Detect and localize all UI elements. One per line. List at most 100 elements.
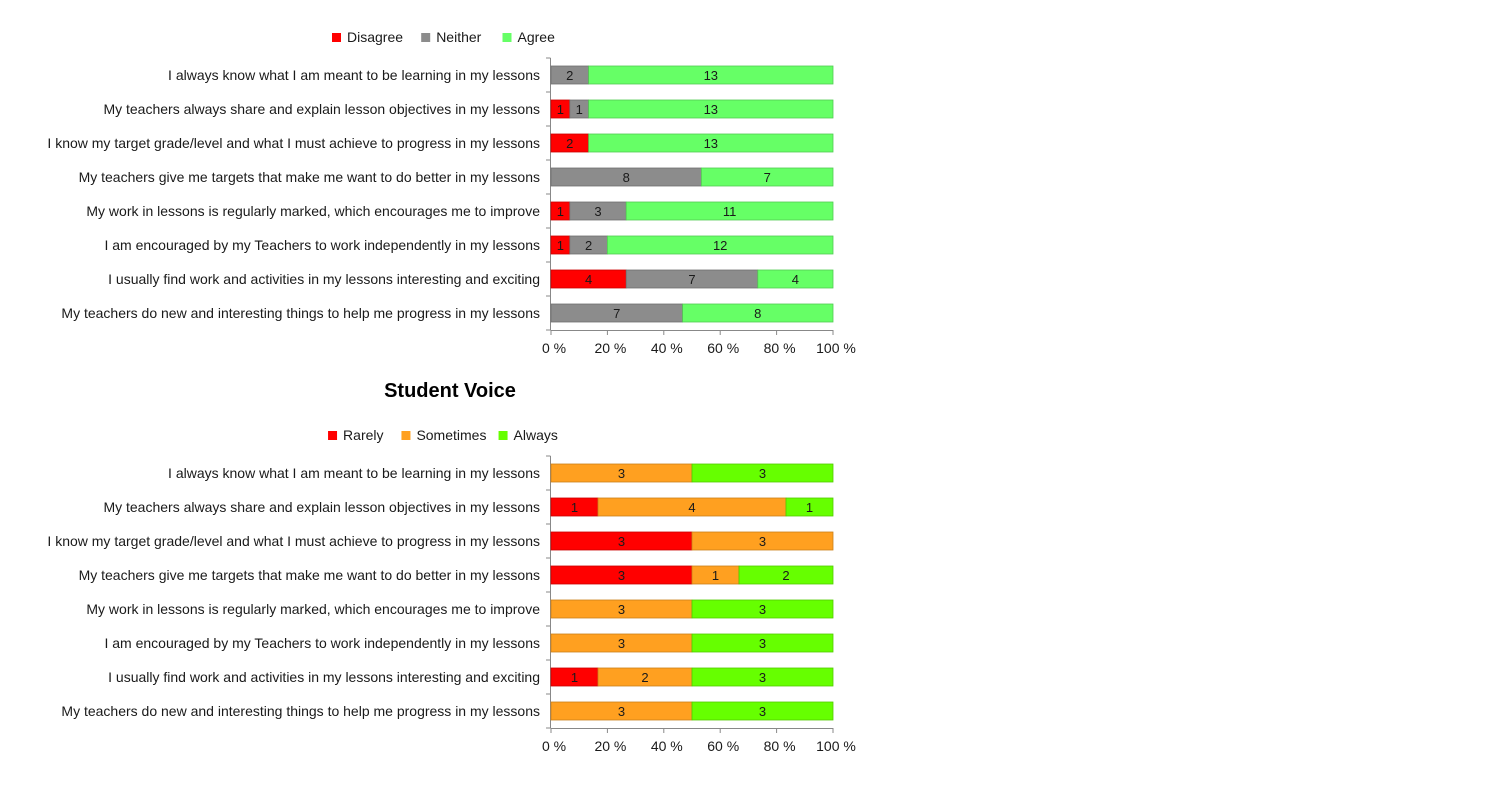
data-label: 8	[754, 306, 761, 321]
agreement-chart-svg: Disagree Neither Agree I always know what I…	[47, 29, 856, 356]
data-label: 7	[613, 306, 620, 321]
category-label: My teachers give me targets that make me…	[79, 567, 540, 583]
x-tick-label: 80 %	[764, 738, 796, 754]
data-label: 2	[641, 670, 648, 685]
bar-segment	[757, 269, 834, 289]
data-label: 1	[571, 670, 578, 685]
x-tick-label: 60 %	[707, 738, 739, 754]
category-label: I am encouraged by my Teachers to work i…	[104, 237, 540, 253]
data-label: 2	[566, 68, 573, 83]
bar-segment	[607, 235, 834, 255]
student-voice-chart: Student Voice Rarely Sometimes Always I alw…	[0, 372, 880, 772]
data-label: 3	[594, 204, 601, 219]
legend-label: Rarely	[343, 427, 383, 443]
category-label: I usually find work and activities in my…	[108, 271, 540, 287]
data-label: 2	[782, 568, 789, 583]
data-label: 3	[759, 636, 766, 651]
chart-title: Student Voice	[384, 380, 516, 402]
legend: Rarely Sometimes Always	[328, 427, 558, 443]
data-label: 13	[704, 102, 718, 117]
legend-item: Neither	[421, 29, 482, 45]
bar-segment	[701, 167, 834, 187]
data-label: 11	[723, 204, 737, 219]
bar-segment	[785, 497, 834, 517]
category-label: My teachers do new and interesting thing…	[61, 703, 540, 719]
data-label: 1	[712, 568, 719, 583]
bar-segment	[588, 99, 834, 119]
x-tick-label: 20 %	[594, 340, 626, 356]
data-label: 4	[585, 272, 592, 287]
x-tick-label: 0 %	[542, 738, 566, 754]
legend-item: Disagree	[332, 29, 403, 45]
data-label: 13	[704, 68, 718, 83]
x-tick-label: 20 %	[594, 738, 626, 754]
data-label: 13	[704, 136, 718, 151]
legend-swatch	[401, 431, 411, 440]
legend-label: Disagree	[347, 29, 403, 45]
bar-segment	[588, 65, 834, 85]
legend-item: Rarely	[328, 427, 384, 443]
category-label: My teachers always share and explain les…	[103, 499, 540, 515]
data-label: 3	[759, 704, 766, 719]
legend-item: Sometimes	[401, 427, 486, 443]
category-label: I know my target grade/level and what I …	[47, 533, 540, 549]
legend-label: Agree	[518, 29, 556, 45]
data-label: 12	[713, 238, 727, 253]
category-label: My teachers give me targets that make me…	[79, 169, 540, 185]
category-label: I usually find work and activities in my…	[108, 669, 540, 685]
category-label: I am encouraged by my Teachers to work i…	[104, 635, 540, 651]
data-label: 8	[623, 170, 630, 185]
x-tick-label: 80 %	[764, 340, 796, 356]
category-label: I always know what I am meant to be lear…	[168, 465, 540, 481]
data-label: 7	[688, 272, 695, 287]
data-label: 4	[792, 272, 799, 287]
legend: Disagree Neither Agree	[332, 29, 555, 45]
bar-segment	[691, 463, 834, 483]
bar-segment	[691, 667, 834, 687]
data-label: 4	[688, 500, 695, 515]
data-label: 3	[759, 670, 766, 685]
legend-swatch	[332, 33, 341, 42]
data-label: 2	[566, 136, 573, 151]
student-voice-chart-svg: Rarely Sometimes Always I always know what …	[47, 427, 856, 754]
x-tick-label: 0 %	[542, 340, 566, 356]
legend-item: Agree	[502, 29, 556, 45]
data-label: 3	[618, 466, 625, 481]
bar-segment	[691, 531, 834, 551]
legend-swatch	[421, 33, 431, 42]
legend-label: Neither	[436, 29, 481, 45]
legend-item: Always	[498, 427, 558, 443]
bar-segment	[691, 701, 834, 721]
bar-segment	[588, 133, 834, 153]
legend-label: Sometimes	[416, 427, 486, 443]
data-label: 3	[618, 568, 625, 583]
category-label: My work in lessons is regularly marked, …	[86, 601, 540, 617]
data-label: 1	[571, 500, 578, 515]
data-label: 1	[576, 102, 583, 117]
data-label: 1	[806, 500, 813, 515]
bar-segment	[691, 599, 834, 619]
data-label: 7	[764, 170, 771, 185]
category-label: My teachers always share and explain les…	[103, 101, 540, 117]
bar-segment	[682, 303, 834, 323]
data-label: 3	[759, 534, 766, 549]
data-label: 1	[557, 238, 564, 253]
category-label: My teachers do new and interesting thing…	[61, 305, 540, 321]
legend-swatch	[498, 431, 508, 440]
x-tick-label: 100 %	[816, 340, 856, 356]
data-label: 3	[759, 602, 766, 617]
x-tick-label: 40 %	[651, 340, 683, 356]
data-label: 3	[759, 466, 766, 481]
data-label: 2	[585, 238, 592, 253]
bar-segment	[625, 201, 834, 221]
data-label: 3	[618, 704, 625, 719]
data-label: 3	[618, 534, 625, 549]
category-label: I know my target grade/level and what I …	[47, 135, 540, 151]
x-tick-label: 100 %	[816, 738, 856, 754]
legend-swatch	[502, 33, 512, 42]
bar-segment	[691, 633, 834, 653]
category-label: I always know what I am meant to be lear…	[168, 67, 540, 83]
bar-segment	[738, 565, 834, 585]
data-label: 1	[557, 204, 564, 219]
data-label: 3	[618, 602, 625, 617]
